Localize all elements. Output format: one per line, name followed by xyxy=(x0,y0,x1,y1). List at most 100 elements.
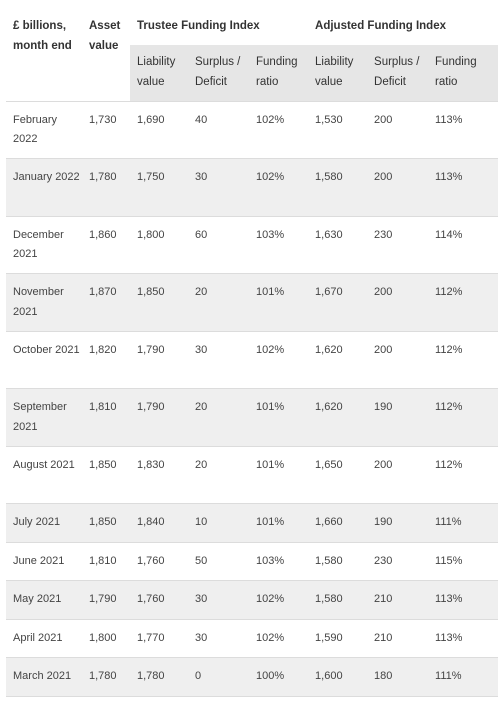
cell-trustee-ratio: 101% xyxy=(249,503,309,542)
cell-period: October 2021 xyxy=(6,330,82,389)
cell-trustee-ratio: 100% xyxy=(249,657,309,697)
cell-trustee-liability: 1,760 xyxy=(130,541,188,581)
cell-adjusted-liability: 1,630 xyxy=(308,215,368,274)
cell-adjusted-ratio: 112% xyxy=(428,273,499,331)
cell-adjusted-liability: 1,650 xyxy=(308,445,368,504)
cell-trustee-ratio: 102% xyxy=(249,100,309,159)
cell-adjusted-ratio: 111% xyxy=(428,503,499,542)
table-row: February 2022 1,730 1,690 40 102% 1,530 … xyxy=(6,100,499,159)
cell-asset-value: 1,790 xyxy=(82,580,130,619)
cell-adjusted-liability: 1,580 xyxy=(308,541,368,581)
cell-adjusted-surplus: 200 xyxy=(367,330,429,389)
cell-adjusted-ratio: 114% xyxy=(428,215,499,274)
cell-adjusted-liability: 1,620 xyxy=(308,388,368,446)
cell-trustee-surplus: 30 xyxy=(188,580,249,619)
cell-adjusted-liability: 1,580 xyxy=(308,580,368,619)
cell-adjusted-surplus: 180 xyxy=(367,657,429,697)
cell-trustee-liability: 1,760 xyxy=(130,580,188,619)
header-trustee-liability-value: Liability value xyxy=(130,45,188,101)
cell-adjusted-ratio: 113% xyxy=(428,158,499,216)
cell-period: May 2021 xyxy=(6,580,82,619)
cell-adjusted-ratio: 113% xyxy=(428,618,499,658)
header-asset-value: Asset value xyxy=(82,0,130,101)
cell-asset-value: 1,850 xyxy=(82,503,130,542)
table-row: May 2021 1,790 1,760 30 102% 1,580 210 1… xyxy=(6,580,499,619)
cell-period: February 2022 xyxy=(6,100,82,159)
cell-adjusted-liability: 1,530 xyxy=(308,100,368,159)
header-trustee-funding-ratio: Funding ratio xyxy=(249,45,309,101)
table-row: March 2021 1,780 1,780 0 100% 1,600 180 … xyxy=(6,657,499,697)
cell-trustee-surplus: 30 xyxy=(188,618,249,658)
header-adjusted-liability-value: Liability value xyxy=(308,45,368,101)
cell-asset-value: 1,850 xyxy=(82,445,130,504)
cell-trustee-liability: 1,770 xyxy=(130,618,188,658)
cell-trustee-surplus: 50 xyxy=(188,541,249,581)
cell-adjusted-ratio: 111% xyxy=(428,657,499,697)
cell-trustee-surplus: 60 xyxy=(188,215,249,274)
table-header-row-sub: Liability value Surplus / Deficit Fundin… xyxy=(6,45,499,101)
cell-adjusted-liability: 1,620 xyxy=(308,330,368,389)
cell-trustee-surplus: 10 xyxy=(188,503,249,542)
cell-trustee-ratio: 101% xyxy=(249,273,309,331)
table-body: February 2022 1,730 1,690 40 102% 1,530 … xyxy=(6,100,499,697)
cell-trustee-ratio: 102% xyxy=(249,158,309,216)
cell-adjusted-liability: 1,670 xyxy=(308,273,368,331)
cell-trustee-ratio: 103% xyxy=(249,541,309,581)
cell-adjusted-surplus: 190 xyxy=(367,503,429,542)
cell-asset-value: 1,800 xyxy=(82,618,130,658)
header-adjusted-surplus-deficit: Surplus / Deficit xyxy=(367,45,429,101)
cell-period: November 2021 xyxy=(6,273,82,331)
table-row: October 2021 1,820 1,790 30 102% 1,620 2… xyxy=(6,330,499,389)
cell-trustee-liability: 1,790 xyxy=(130,388,188,446)
cell-asset-value: 1,780 xyxy=(82,657,130,697)
cell-adjusted-ratio: 113% xyxy=(428,100,499,159)
cell-trustee-surplus: 20 xyxy=(188,273,249,331)
cell-trustee-liability: 1,750 xyxy=(130,158,188,216)
table-row: July 2021 1,850 1,840 10 101% 1,660 190 … xyxy=(6,503,499,542)
header-adjusted-funding-ratio: Funding ratio xyxy=(428,45,499,101)
cell-trustee-liability: 1,800 xyxy=(130,215,188,274)
cell-period: September 2021 xyxy=(6,388,82,446)
cell-adjusted-ratio: 112% xyxy=(428,445,499,504)
cell-trustee-surplus: 40 xyxy=(188,100,249,159)
cell-adjusted-liability: 1,660 xyxy=(308,503,368,542)
cell-period: August 2021 xyxy=(6,445,82,504)
cell-adjusted-liability: 1,600 xyxy=(308,657,368,697)
cell-asset-value: 1,820 xyxy=(82,330,130,389)
cell-period: July 2021 xyxy=(6,503,82,542)
cell-adjusted-ratio: 113% xyxy=(428,580,499,619)
table-row: September 2021 1,810 1,790 20 101% 1,620… xyxy=(6,388,499,446)
cell-trustee-liability: 1,780 xyxy=(130,657,188,697)
table-row: August 2021 1,850 1,830 20 101% 1,650 20… xyxy=(6,445,499,504)
cell-trustee-liability: 1,830 xyxy=(130,445,188,504)
header-trustee-surplus-deficit: Surplus / Deficit xyxy=(188,45,249,101)
cell-trustee-liability: 1,850 xyxy=(130,273,188,331)
cell-period: April 2021 xyxy=(6,618,82,658)
cell-adjusted-surplus: 200 xyxy=(367,445,429,504)
cell-asset-value: 1,730 xyxy=(82,100,130,159)
cell-adjusted-surplus: 200 xyxy=(367,158,429,216)
cell-adjusted-surplus: 210 xyxy=(367,580,429,619)
cell-asset-value: 1,870 xyxy=(82,273,130,331)
cell-adjusted-ratio: 115% xyxy=(428,541,499,581)
cell-period: January 2022 xyxy=(6,158,82,216)
cell-asset-value: 1,860 xyxy=(82,215,130,274)
cell-period: June 2021 xyxy=(6,541,82,581)
cell-asset-value: 1,810 xyxy=(82,388,130,446)
header-adjusted-funding-index: Adjusted Funding Index xyxy=(315,20,446,32)
cell-asset-value: 1,780 xyxy=(82,158,130,216)
funding-index-table: £ billions, month end Asset value Truste… xyxy=(6,0,499,697)
table-row: June 2021 1,810 1,760 50 103% 1,580 230 … xyxy=(6,541,499,581)
cell-trustee-surplus: 0 xyxy=(188,657,249,697)
header-trustee-funding-index: Trustee Funding Index xyxy=(137,20,260,32)
cell-trustee-liability: 1,840 xyxy=(130,503,188,542)
table-row: January 2022 1,780 1,750 30 102% 1,580 2… xyxy=(6,158,499,216)
cell-asset-value: 1,810 xyxy=(82,541,130,581)
cell-adjusted-surplus: 230 xyxy=(367,215,429,274)
cell-trustee-ratio: 103% xyxy=(249,215,309,274)
cell-trustee-ratio: 102% xyxy=(249,330,309,389)
cell-adjusted-surplus: 200 xyxy=(367,273,429,331)
header-period: £ billions, month end xyxy=(6,0,82,101)
cell-period: December 2021 xyxy=(6,215,82,274)
